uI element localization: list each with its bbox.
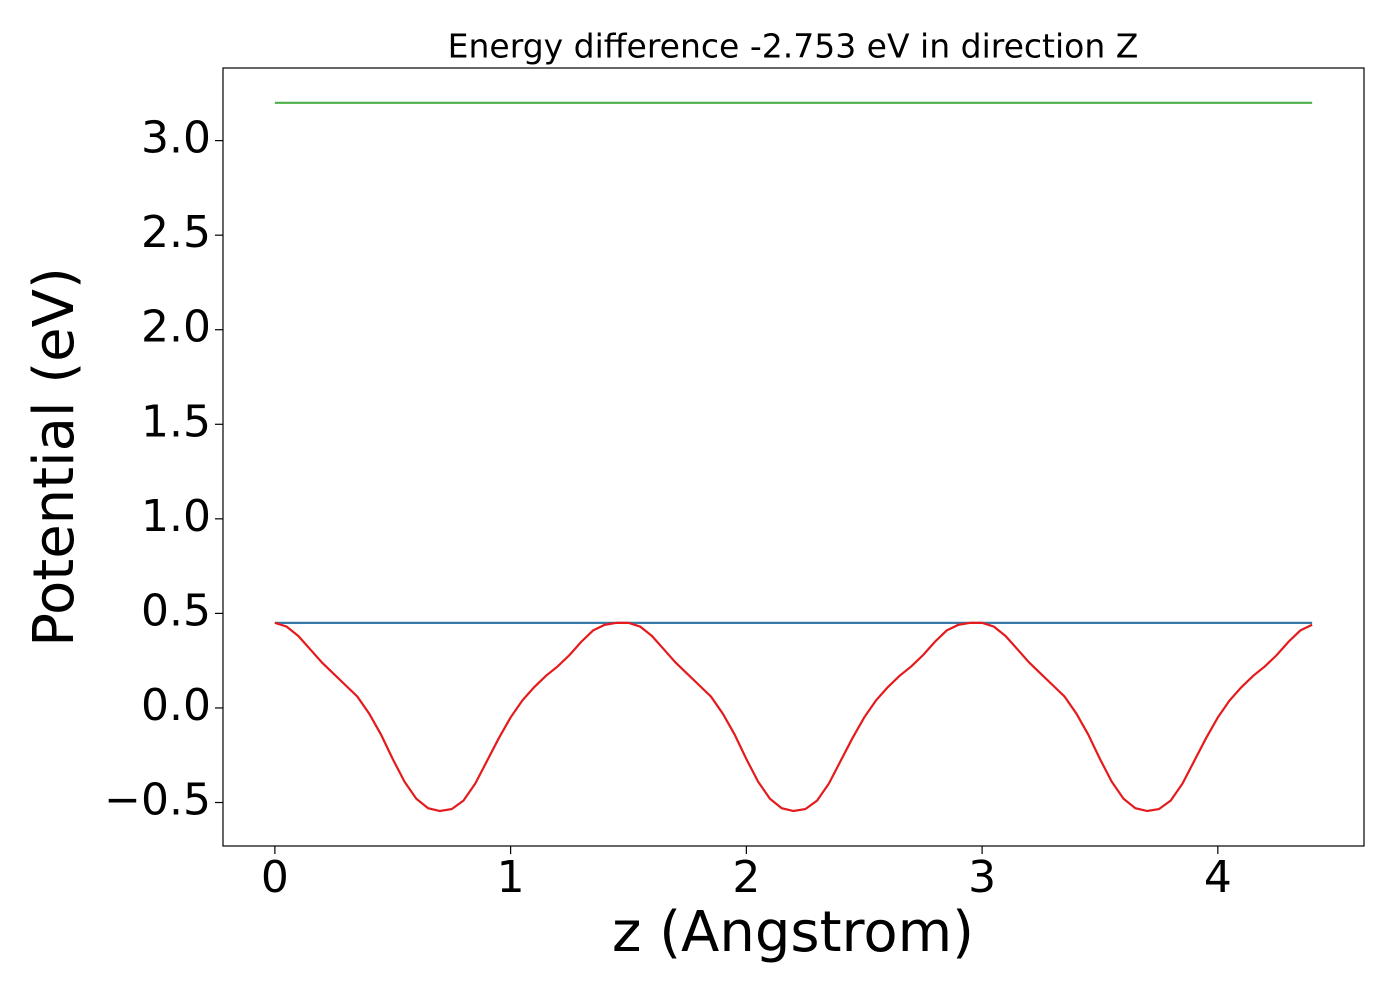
- y-tick-label: 2.5: [141, 207, 211, 258]
- y-tick-label: 0.5: [141, 585, 211, 636]
- x-tick-label: 4: [1204, 852, 1232, 903]
- line-series: [274, 621, 1313, 813]
- y-tick-label: 3.0: [141, 113, 211, 164]
- y-tick-label: 0.0: [141, 680, 211, 731]
- y-tick-label: 2.0: [141, 302, 211, 353]
- y-tick-label: 1.5: [141, 396, 211, 447]
- x-tick-label: 0: [261, 852, 289, 903]
- x-tick-label: 1: [497, 852, 525, 903]
- chart-title: Energy difference -2.753 eV in direction…: [448, 27, 1139, 66]
- x-tick-label: 2: [732, 852, 760, 903]
- y-axis-label: Potential (eV): [22, 267, 87, 647]
- y-tick-label: 1.0: [141, 491, 211, 542]
- plot-frame: [222, 67, 1365, 847]
- x-tick-label: 3: [968, 852, 996, 903]
- x-axis-label: z (Angstrom): [612, 900, 974, 965]
- y-tick-label: −0.5: [104, 775, 211, 826]
